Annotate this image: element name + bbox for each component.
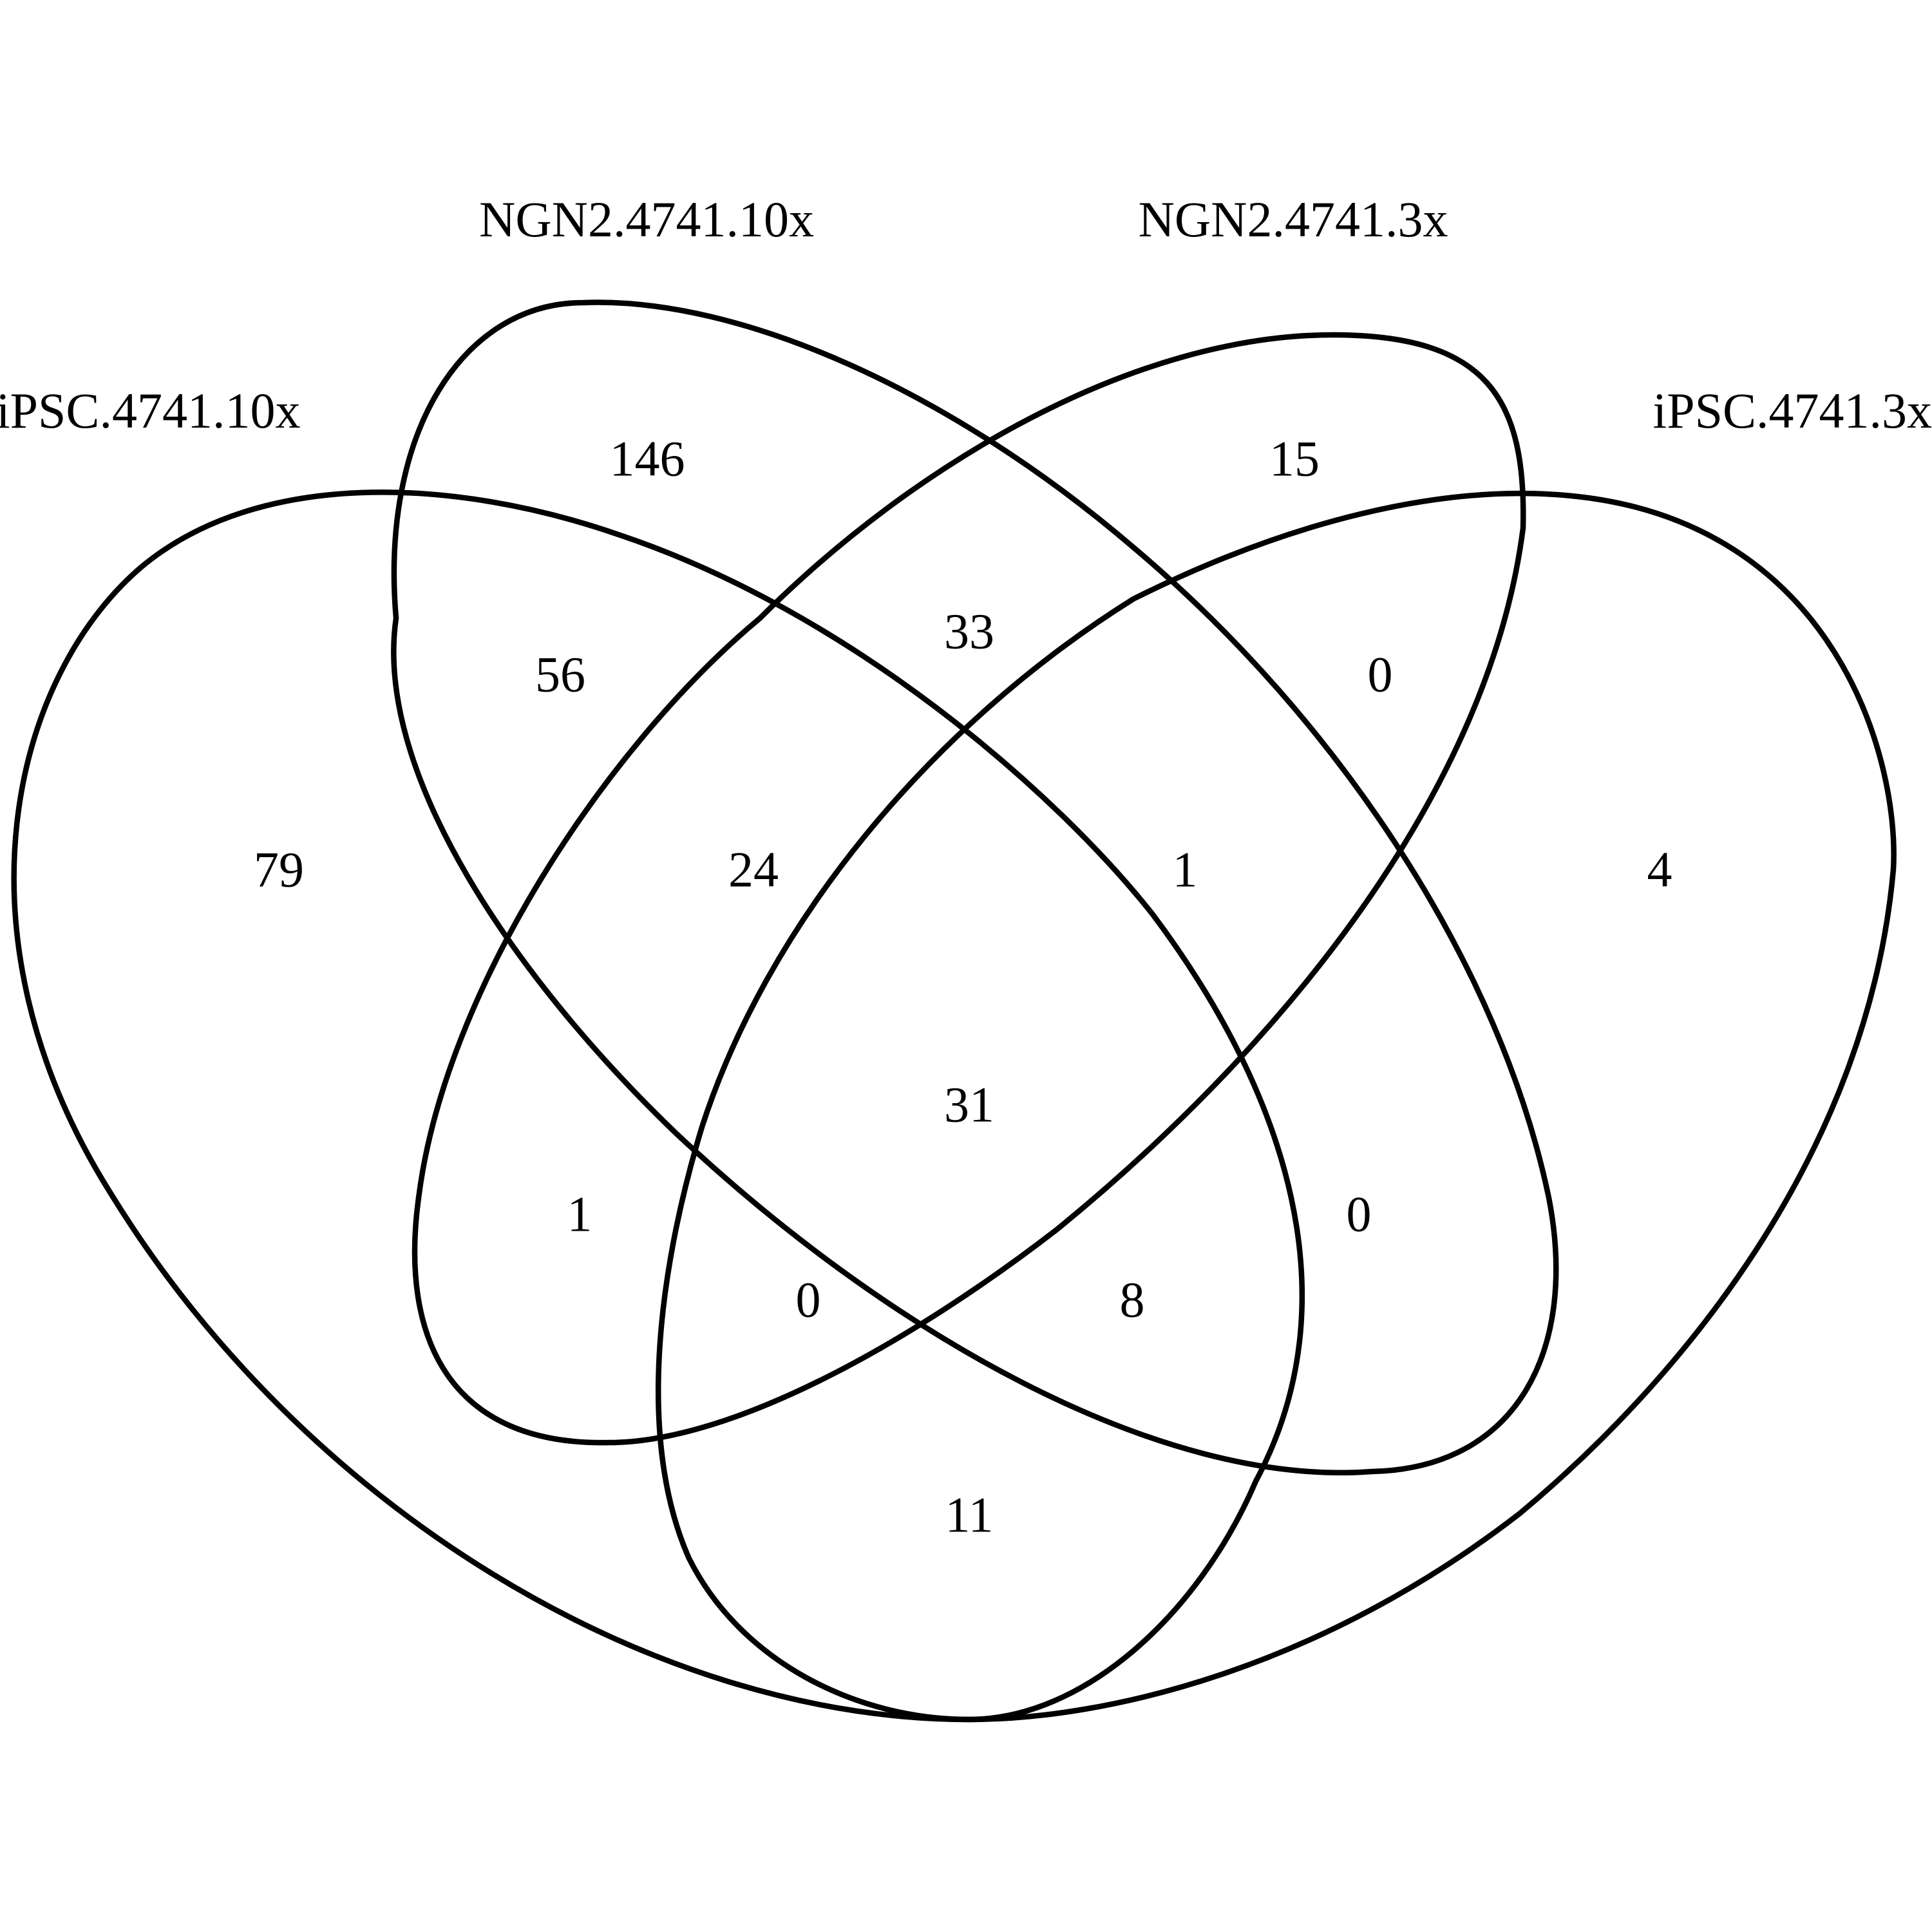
- count-ngn2-3x-ipsc-3x: 0: [1368, 647, 1393, 703]
- set-outlines: [11, 299, 1897, 1723]
- count-ipsc-10x-ngn2-3x-ipsc-3x: 0: [796, 1272, 821, 1328]
- region-counts: 146 15 56 33 0 79 24 1 4 31 1 0 0 8 11: [254, 431, 1672, 1543]
- count-ipsc-10x-ipsc-3x: 11: [945, 1487, 993, 1543]
- count-ipsc-10x-ngn2-10x: 56: [535, 647, 585, 703]
- count-ipsc-10x-ngn2-10x-ngn2-3x: 24: [728, 842, 779, 898]
- set-label-ngn2-3x: NGN2.4741.3x: [1139, 191, 1448, 247]
- set-label-ipsc-10x: iPSC.4741.10x: [0, 383, 300, 439]
- count-ngn2-3x-only: 15: [1269, 431, 1320, 487]
- count-all-four: 31: [944, 1077, 994, 1133]
- set-outline-ipsc-10x: [11, 489, 1305, 1723]
- count-ipsc-10x-ngn2-3x: 1: [567, 1186, 592, 1242]
- count-ngn2-10x-ngn2-3x: 33: [944, 603, 994, 659]
- set-outline-ngn2-10x: [391, 299, 1559, 1475]
- count-ngn2-10x-ngn2-3x-ipsc-3x: 1: [1173, 842, 1198, 898]
- set-outline-ngn2-3x: [412, 332, 1526, 1446]
- count-ipsc-10x-only: 79: [254, 842, 304, 898]
- set-labels: iPSC.4741.10x NGN2.4741.10x NGN2.4741.3x…: [0, 191, 1932, 439]
- count-ipsc-10x-ngn2-10x-ipsc-3x: 8: [1120, 1272, 1145, 1328]
- count-ipsc-3x-only: 4: [1647, 842, 1672, 898]
- count-ngn2-10x-only: 146: [610, 431, 685, 487]
- set-label-ipsc-3x: iPSC.4741.3x: [1653, 383, 1932, 439]
- set-outline-ipsc-3x: [656, 491, 1897, 1723]
- count-ngn2-10x-ipsc-3x: 0: [1347, 1186, 1372, 1242]
- set-label-ngn2-10x: NGN2.4741.10x: [479, 191, 814, 247]
